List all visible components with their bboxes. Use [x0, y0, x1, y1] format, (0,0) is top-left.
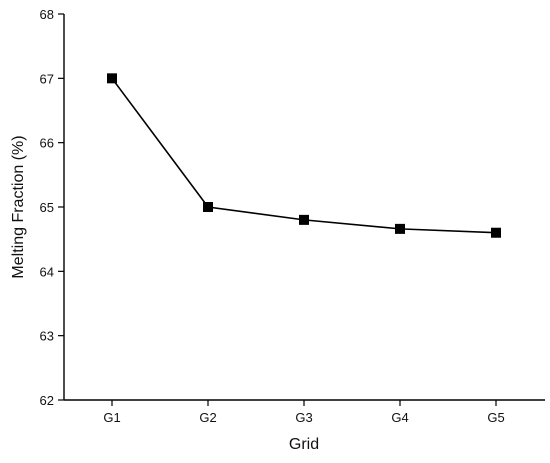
plot-area: [107, 73, 501, 238]
y-tick-label: 67: [40, 71, 54, 86]
data-point-g4: [395, 223, 405, 234]
x-tick-label: G4: [391, 410, 408, 425]
data-point-g5: [491, 227, 501, 238]
x-tick-label: G5: [487, 410, 504, 425]
y-tick-label: 64: [40, 264, 54, 279]
data-point-g3: [299, 214, 309, 225]
series-line: [111, 77, 497, 234]
y-ticks: 62 63 64 65 66 67 68: [40, 7, 64, 408]
y-tick-label: 65: [40, 200, 54, 215]
data-point-g1: [107, 73, 117, 84]
data-point-g2: [203, 202, 213, 212]
y-axis-title: Melting Fraction (%): [10, 135, 27, 278]
x-tick-label: G2: [199, 410, 216, 425]
x-axis-title: Grid: [289, 436, 319, 453]
x-tick-label: G3: [295, 410, 312, 425]
x-tick-label: G1: [103, 410, 120, 425]
y-tick-label: 63: [40, 329, 54, 344]
x-ticks: G1 G2 G3 G4 G5: [103, 400, 505, 425]
y-tick-label: 68: [40, 7, 54, 22]
y-tick-label: 62: [40, 393, 54, 408]
y-tick-label: 66: [40, 136, 54, 151]
